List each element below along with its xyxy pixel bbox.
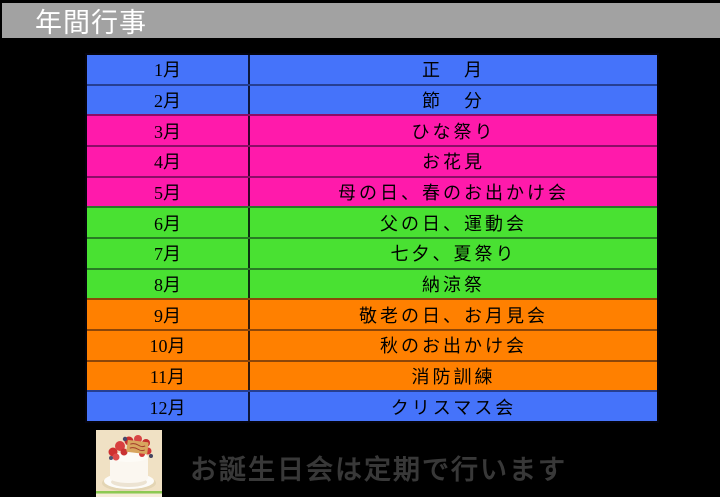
event-cell: ひな祭り xyxy=(411,121,496,142)
month-cell: 7月 xyxy=(87,239,250,268)
birthday-cake-image xyxy=(96,430,162,497)
event-cell: 父の日、運動会 xyxy=(380,213,527,234)
event-cell: 敬老の日、お月見会 xyxy=(359,305,548,326)
table-row: 11月 消防訓練 xyxy=(87,359,657,391)
table-row: 2月 節 分 xyxy=(87,83,657,115)
month-cell: 10月 xyxy=(87,331,250,360)
table-row: 6月 父の日、運動会 xyxy=(87,206,657,238)
month-cell: 6月 xyxy=(87,208,250,238)
month-cell: 3月 xyxy=(87,116,250,146)
month-cell: 11月 xyxy=(87,361,250,391)
month-cell: 12月 xyxy=(87,392,250,422)
table-row: 7月 七夕、夏祭り xyxy=(87,237,657,268)
month-cell: 4月 xyxy=(87,147,250,176)
month-cell: 5月 xyxy=(87,177,250,207)
table-row: 1月 正 月 xyxy=(87,55,657,84)
page-title: 年間行事 xyxy=(35,8,147,38)
event-cell: 節 分 xyxy=(422,91,485,111)
table-row: 10月 秋のお出かけ会 xyxy=(87,329,657,360)
month-cell: 2月 xyxy=(87,85,250,115)
table-row: 5月 母の日、春のお出かけ会 xyxy=(87,175,657,207)
table-row: 9月 敬老の日、お月見会 xyxy=(87,298,657,330)
page-title-bar: 年間行事 xyxy=(2,3,720,38)
footer-note: お誕生日会は定期で行います xyxy=(190,455,567,485)
month-cell: 1月 xyxy=(87,55,250,84)
event-cell: 納涼祭 xyxy=(422,275,485,296)
event-cell: 秋のお出かけ会 xyxy=(380,336,527,357)
table-row: 12月 クリスマス会 xyxy=(87,390,657,422)
event-cell: 正 月 xyxy=(422,60,485,81)
event-cell: クリスマス会 xyxy=(390,397,517,418)
event-cell: お花見 xyxy=(422,152,485,173)
table-row: 4月 お花見 xyxy=(87,145,657,176)
event-cell: 七夕、夏祭り xyxy=(390,244,517,265)
event-cell: 消防訓練 xyxy=(411,367,496,388)
event-cell: 母の日、春のお出かけ会 xyxy=(338,183,569,204)
table-row: 8月 納涼祭 xyxy=(87,267,657,299)
month-cell: 9月 xyxy=(87,300,250,330)
annual-events-table: 1月 正 月 2月 節 分 3月 ひな祭り 4月 お花見 5月 母の日、春のお出… xyxy=(85,53,659,423)
table-row: 3月 ひな祭り xyxy=(87,114,657,146)
month-cell: 8月 xyxy=(87,269,250,299)
